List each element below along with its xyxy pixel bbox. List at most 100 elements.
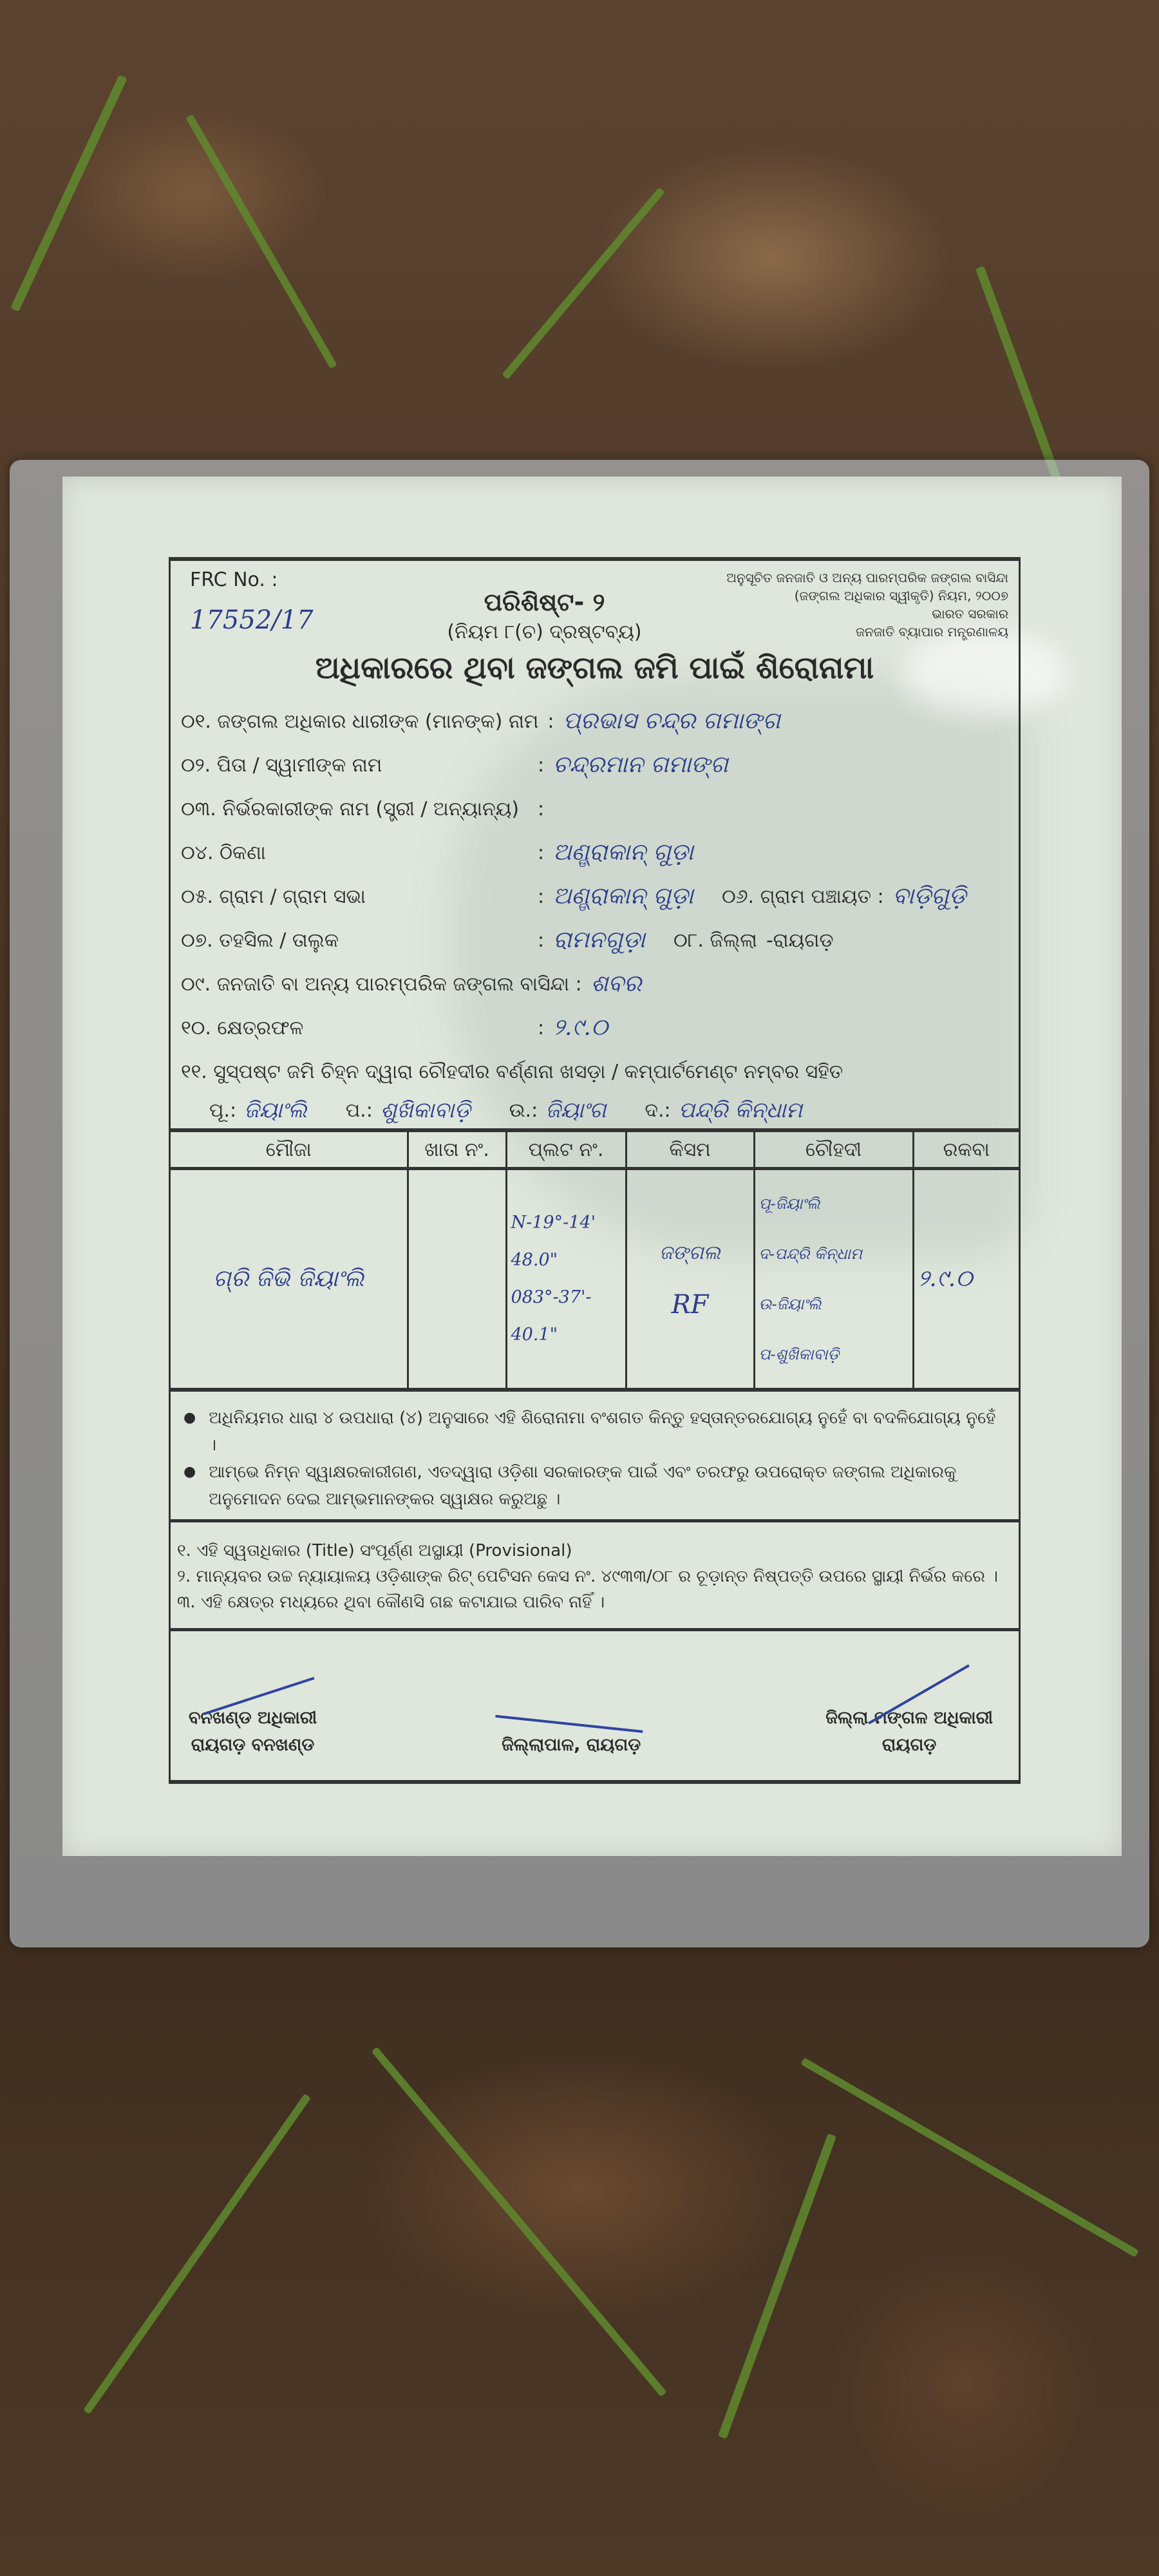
rule-reference: (ନିୟମ ୮(ଚ) ଦ୍ରଷ୍ଟବ୍ୟ) xyxy=(447,621,642,643)
north-label: ଉ.: xyxy=(509,1099,538,1122)
dwo-office: ରାୟଗଡ଼ xyxy=(881,1735,937,1755)
dependent-name-label: ୦୩. ନିର୍ଭରକାରୀଙ୍କ ନାମ (ସ୍ତ୍ରୀ / ଅନ୍ୟାନ୍ୟ… xyxy=(181,797,520,820)
address-value: ଅଣ୍ଡ୍ରାକାନ୍ ଗୁଡ଼ା xyxy=(553,839,693,866)
colon: : xyxy=(538,753,545,777)
tahasil-label: ୦୭. ତହସିଲ / ତାଲୁକ xyxy=(181,929,339,952)
collector-signature xyxy=(495,1676,647,1733)
dwo-designation: ଜିଲ୍ଲା ମଙ୍ଗଳ ଅଧିକାରୀ ରାୟଗଡ଼ xyxy=(825,1631,993,1759)
colon: : xyxy=(538,885,545,908)
act-line: ଅନୁସୂଚିତ ଜନଜାତି ଓ ଅନ୍ୟ ପାରମ୍ପରିକ ଜଙ୍ଗଲ ବ… xyxy=(726,570,1008,585)
col-header-rakba: ରକବା xyxy=(912,1128,1019,1170)
cell-kisam: ଜଙ୍ଗଲ RF xyxy=(625,1168,754,1392)
colon: : xyxy=(538,929,545,952)
boundary-north: ଉ.: ଜିୟାଂଗ xyxy=(509,1097,607,1123)
annexure-block: ପରିଶିଷ୍ଟ- ୨ (ନିୟମ ୮(ଚ) ଦ୍ରଷ୍ଟବ୍ୟ) xyxy=(396,569,693,643)
boundary-label: ୧୧. ସୁସ୍ପଷ୍ଟ ଜମି ଚିହ୍ନ ଦ୍ୱାରା ଚୌହଦୀର ବର୍… xyxy=(181,1060,843,1083)
village-label: ୦୫. ଗ୍ରାମ / ଗ୍ରାମ ସଭା xyxy=(181,885,366,908)
west-label: ପ.: xyxy=(345,1099,373,1122)
dwo-title: ଜିଲ୍ଲା ମଙ୍ଗଳ ଅଧିକାରୀ xyxy=(825,1708,993,1728)
area-label: ୧୦. କ୍ଷେତ୍ରଫଳ xyxy=(181,1016,304,1039)
cell-plot: N-19°-14' 48.0" 083°-37'- 40.1" xyxy=(505,1168,626,1392)
bullet: ● xyxy=(184,1410,196,1426)
dfo-designation: ବନଖଣ୍ଡ ଅଧିକାରୀ ରାୟଗଡ଼ ବନଖଣ୍ଡ xyxy=(189,1640,317,1759)
village-value: ଅଣ୍ଡ୍ରାକାନ୍ ଗୁଡ଼ା xyxy=(553,883,693,909)
frc-label: FRC No. : xyxy=(190,569,278,591)
field-village: ୦୫. ଗ୍ରାମ / ଗ୍ରାମ ସଭା : ଅଣ୍ଡ୍ରାକାନ୍ ଗୁଡ଼… xyxy=(181,875,1008,918)
plot-coordinate: 40.1" xyxy=(511,1325,558,1345)
boundary-west: ପ.: ଶୁଖିକାବାଡ଼ି xyxy=(346,1097,471,1123)
dfo-title: ବନଖଣ୍ଡ ଅଧିକାରୀ xyxy=(189,1708,317,1728)
grass-blade xyxy=(10,74,127,312)
dfo-signature xyxy=(191,1640,315,1716)
plot-coordinate: 083°-37'- xyxy=(511,1287,592,1307)
grass-blade xyxy=(185,114,337,369)
act-line: ଭାରତ ସରକାର xyxy=(932,606,1008,621)
field-area: ୧୦. କ୍ଷେତ୍ରଫଳ : ୨.୯.୦ xyxy=(181,1006,1008,1050)
tribe-label: ୦୯. ଜନଜାତି ବା ଅନ୍ୟ ପାରମ୍ପରିକ ଜଙ୍ଗଲ ବାସିନ… xyxy=(181,972,582,996)
tribe-value: ଶବର xyxy=(590,971,642,997)
district-label: ୦୮. ଜିଲ୍ଲା xyxy=(674,929,757,952)
colon: : xyxy=(538,841,545,864)
signatures: ବନଖଣ୍ଡ ଅଧିକାରୀ ରାୟଗଡ଼ ବନଖଣ୍ଡ ଜିଲ୍ଲାପାଳ, … xyxy=(171,1631,1019,1772)
boundary-entry: ଉ-ଜିୟାଂଲି xyxy=(759,1295,822,1313)
act-reference: ଅନୁସୂଚିତ ଜନଜାତି ଓ ଅନ୍ୟ ପାରମ୍ପରିକ ଜଙ୍ଗଲ ବ… xyxy=(706,569,1008,643)
holder-name-label: ୦୧. ଜଙ୍ଗଲ ଅଧିକାର ଧାରୀଙ୍କ (ମାନଙ୍କ) ନାମ xyxy=(181,710,539,733)
colon: : xyxy=(538,1016,545,1039)
south-label: ଦ.: xyxy=(645,1099,671,1122)
panchayat-label: ୦୬. ଗ୍ରାମ ପଞ୍ଚାୟତ : xyxy=(721,885,884,908)
boundary-south: ଦ.: ପନ୍ଦ୍ରି କିନ୍ଧାମ xyxy=(645,1097,802,1123)
boundary-values: ପୂ.: ଜିୟାଂଲି ପ.: ଶୁଖିକାବାଡ଼ି ଉ.: ଜିୟାଂଗ ଦ.:… xyxy=(171,1094,1019,1128)
collector-block: ଜିଲ୍ଲାପାଳ, ରାୟଗଡ଼ xyxy=(495,1676,647,1759)
frc-block: FRC No. : 17552/17 xyxy=(190,569,383,643)
grass-blade xyxy=(502,187,665,380)
cell-mouza: ଗ୍ରି ଜିଭି ଜିୟାଂଲି xyxy=(171,1168,408,1392)
grass-blade xyxy=(717,2133,837,2439)
note-approval-cont: ଆମ୍ଭମାନଙ୍କର ସ୍ୱାକ୍ଷର କରୁଅଛୁ । xyxy=(325,1490,561,1509)
collector-designation: ଜିଲ୍ଲାପାଳ, ରାୟଗଡ଼ xyxy=(502,1735,641,1755)
grass-blade xyxy=(83,2093,311,2415)
condition-no-tree-felling: ୩. ଏହି କ୍ଷେତ୍ର ମଧ୍ୟରେ ଥିବା କୌଣସି ଗଛ କଟାଯ… xyxy=(177,1593,605,1612)
holder-name-value: ପ୍ରଭାସ ଚନ୍ଦ୍ର ଗମାଙ୍ଗ xyxy=(563,708,780,734)
annexure-label: ପରିଶିଷ୍ଟ- ୨ xyxy=(484,588,605,616)
tahasil-value: ରାମନଗୁଡ଼ା xyxy=(553,927,645,953)
boundary-entry: ଦ-ପନ୍ଦ୍ରି କିନ୍ଧାମ xyxy=(759,1245,862,1263)
notes: ● ଅଧିନିୟମର ଧାରା ୪ ଉପଧାରା (୪) ଅନୁସାରେ ଏହି… xyxy=(171,1392,1019,1522)
address-label: ୦୪. ଠିକଣା xyxy=(181,841,266,864)
boundary-entry: ପ-ଶୁଖିକାବାଡ଼ି xyxy=(759,1345,840,1363)
south-value: ପନ୍ଦ୍ରି କିନ୍ଧାମ xyxy=(678,1097,803,1123)
area-value: ୨.୯.୦ xyxy=(553,1014,608,1041)
bullet: ● xyxy=(184,1464,196,1480)
grass-blade xyxy=(371,2047,667,2397)
dfo-office: ରାୟଗଡ଼ ବନଖଣ୍ଡ xyxy=(191,1735,315,1755)
col-header-chauhadi: ଚୌହଦୀ xyxy=(753,1128,913,1170)
land-table: ମୌଜା ଖାତା ନଂ. ପ୍ଲଟ ନଂ. କିସମ ଚୌହଦୀ ରକବା ଗ… xyxy=(171,1128,1019,1392)
father-name-label: ୦୨. ପିତା / ସ୍ୱାମୀଙ୍କ ନାମ xyxy=(181,753,382,777)
grass-blade xyxy=(800,2057,1139,2258)
light-glare xyxy=(901,631,1069,715)
north-value: ଜିୟାଂଗ xyxy=(545,1097,607,1123)
field-address: ୦୪. ଠିକଣା : ଅଣ୍ଡ୍ରାକାନ୍ ଗୁଡ଼ା xyxy=(181,831,1008,875)
field-tribe: ୦୯. ଜନଜାତି ବା ଅନ୍ୟ ପାରମ୍ପରିକ ଜଙ୍ଗଲ ବାସିନ… xyxy=(181,962,1008,1006)
kisam-value: RF xyxy=(671,1290,709,1320)
colon: : xyxy=(538,797,545,820)
note-approval: ଆମ୍ଭେ ନିମ୍ନ ସ୍ୱାକ୍ଷରକାରୀଗଣ, ଏତଦ୍ୱାରା ଓଡ଼… xyxy=(209,1463,957,1509)
col-header-plot: ପ୍ଲଟ ନଂ. xyxy=(505,1128,626,1170)
col-header-khata: ଖାତା ନଂ. xyxy=(406,1128,506,1170)
fields: ୦୧. ଜଙ୍ଗଲ ଅଧିକାର ଧାରୀଙ୍କ (ମାନଙ୍କ) ନାମ : … xyxy=(171,699,1019,1094)
east-value: ଜିୟାଂଲି xyxy=(244,1097,307,1123)
father-name-value: ଚନ୍ଦ୍ରମାନ ଗମାଙ୍ଗ xyxy=(553,752,728,778)
plot-coordinate: 48.0" xyxy=(511,1250,558,1270)
act-line: (ଜଙ୍ଗଲ ଅଧିକାର ସ୍ୱୀକୃତି) ନିୟମ, ୨୦୦୭ xyxy=(794,588,1008,603)
field-dependent: ୦୩. ନିର୍ଭରକାରୀଙ୍କ ନାମ (ସ୍ତ୍ରୀ / ଅନ୍ୟାନ୍ୟ… xyxy=(181,787,1008,831)
panchayat-value: ବାଡ଼ିଗୁଡ଼ି xyxy=(892,883,966,909)
field-boundary: ୧୧. ସୁସ୍ପଷ୍ଟ ଜମି ଚିହ୍ନ ଦ୍ୱାରା ଚୌହଦୀର ବର୍… xyxy=(181,1050,1008,1094)
east-label: ପୂ.: xyxy=(209,1099,237,1122)
kisam-value: ଜଙ୍ଗଲ xyxy=(659,1242,721,1264)
cell-khata xyxy=(406,1168,506,1392)
note-item: ● ଅଧିନିୟମର ଧାରା ୪ ଉପଧାରା (୪) ଅନୁସାରେ ଏହି… xyxy=(184,1405,1003,1459)
conditions: ୧. ଏହି ସ୍ୱତାଧିକାର (Title) ସଂପୂର୍ଣ୍ଣ ଅସ୍ଥ… xyxy=(171,1522,1019,1631)
cell-chauhadi: ପୂ-ଜିୟାଂଲି ଦ-ପନ୍ଦ୍ରି କିନ୍ଧାମ ଉ-ଜିୟାଂଲି ପ… xyxy=(753,1168,913,1392)
field-holder: ୦୧. ଜଙ୍ଗଲ ଅଧିକାର ଧାରୀଙ୍କ (ମାନଙ୍କ) ନାମ : … xyxy=(181,699,1008,743)
condition-high-court: ୨. ମାନ୍ୟବର ଉଚ୍ଚ ନ୍ୟାୟାଳୟ ଓଡ଼ିଶାଙ୍କ ରିଟ୍ … xyxy=(177,1567,998,1586)
cell-rakba: ୨.୯.୦ xyxy=(912,1168,1019,1392)
